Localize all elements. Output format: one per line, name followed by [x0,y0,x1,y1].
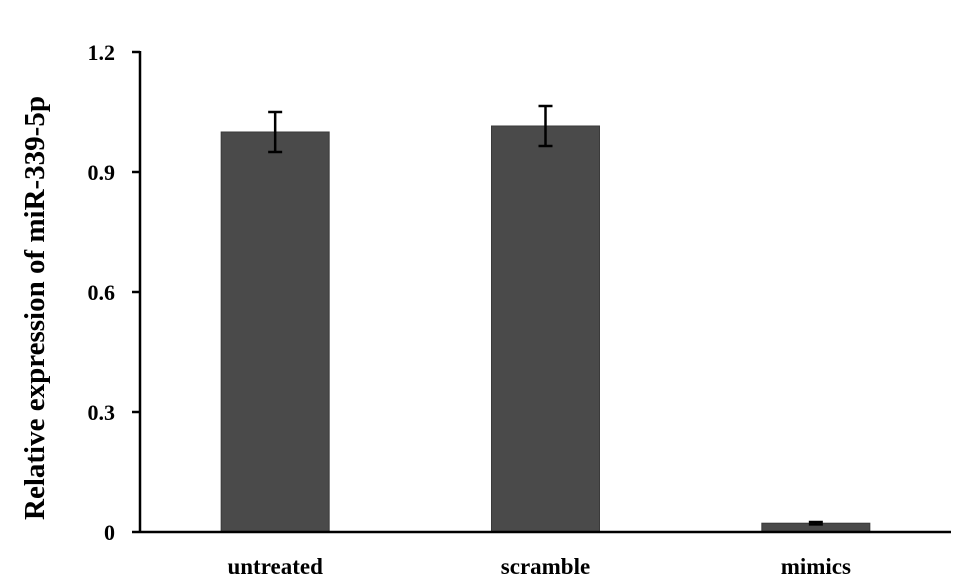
y-tick-label: 1.2 [88,40,116,65]
y-tick-label: 0.9 [88,160,116,185]
y-axis-title: Relative expression of miR-339-5p [19,96,51,520]
x-tick-label: scramble [501,554,590,579]
x-tick-label: mimics [781,554,851,579]
bar-untreated [220,131,330,533]
x-axis-labels: untreated scramble mimics [227,554,851,579]
y-tick-label: 0.3 [88,400,116,425]
y-tick-label: 0.6 [88,280,116,305]
x-tick-label: untreated [227,554,323,579]
y-axis-ticks: 0 0.3 0.6 0.9 1.2 [88,40,140,545]
bars [220,104,871,533]
y-tick-label: 0 [104,520,115,545]
bar-scramble [491,125,600,533]
